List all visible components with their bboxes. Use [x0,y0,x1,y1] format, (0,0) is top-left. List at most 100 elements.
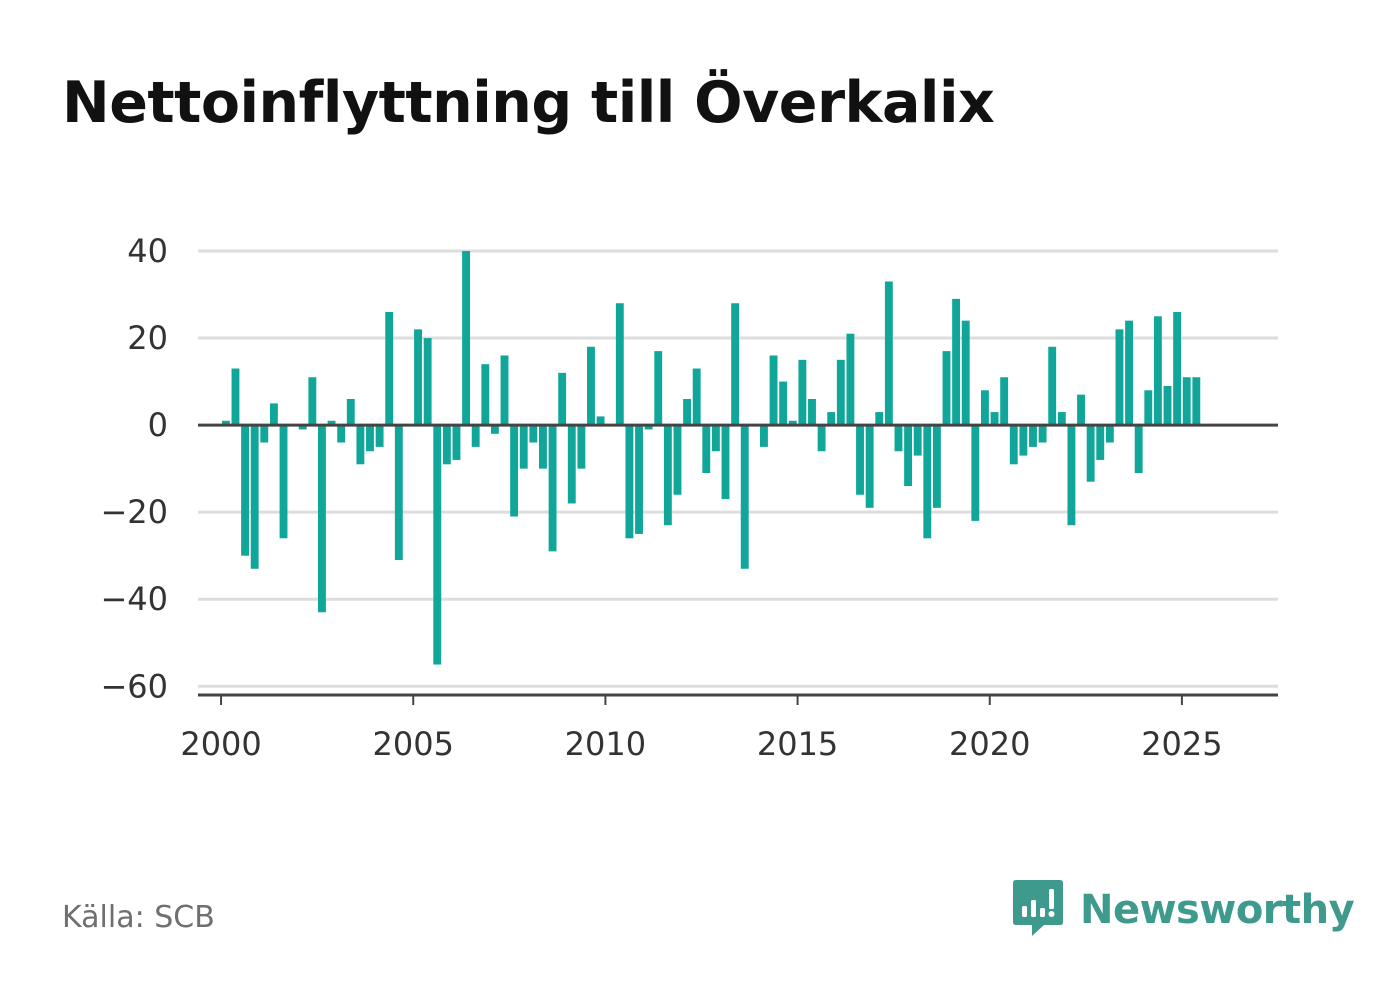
bar [298,425,307,430]
bar [654,351,663,426]
brand-name: Newsworthy [1080,887,1355,933]
bar [558,372,567,426]
bar [711,425,720,452]
bar [1067,425,1076,526]
bar [356,425,365,465]
bar [519,425,528,469]
bar [817,425,826,452]
chart-title: Nettoinflyttning till Överkalix [62,70,995,136]
bar [740,425,749,569]
bar [1000,377,1009,426]
bar [250,425,259,569]
newsworthy-logo-icon [1010,878,1066,942]
bar [923,425,932,539]
bar [615,303,624,426]
bar [385,311,394,426]
bar [1144,390,1153,426]
bar [1125,320,1134,426]
bar [1038,425,1047,443]
bar [452,425,461,460]
bar [1029,425,1037,447]
bar [529,425,538,443]
bar [1115,329,1124,426]
bar [308,377,317,426]
bar [1182,377,1191,426]
bar [481,364,490,426]
bar [798,359,807,426]
bar [433,425,442,665]
bar [1173,311,1182,426]
bar [932,425,941,508]
bar [414,329,422,426]
bar [644,425,653,430]
bar [692,368,701,426]
bar [231,368,240,426]
bar [663,425,672,526]
bar [971,425,980,521]
bar [548,425,557,552]
bar [318,425,326,613]
bar [500,355,509,426]
x-tick-label: 2025 [1141,725,1222,763]
bar [702,425,711,473]
bar [865,425,874,508]
bar [952,298,961,426]
bar [587,346,595,426]
x-tick-label: 2010 [565,725,646,763]
bar [490,425,499,434]
bar [394,425,403,561]
bar [1009,425,1018,465]
y-tick-label: −40 [100,580,168,618]
bar [1163,385,1172,426]
bar [846,333,855,426]
brand[interactable]: Newsworthy [1010,878,1355,942]
bar [1134,425,1143,473]
bar [961,320,970,426]
y-tick-label: 40 [127,232,168,270]
bar [1086,425,1095,482]
bar [625,425,634,539]
bar [721,425,730,500]
bar [1096,425,1105,460]
x-tick-label: 2005 [373,725,454,763]
bar [260,425,269,443]
y-tick-label: 20 [127,319,168,357]
bar [1057,412,1066,426]
bar [1192,377,1201,426]
x-tick-label: 2015 [757,725,838,763]
bar [731,303,740,426]
y-tick-label: −20 [100,493,168,531]
bar [683,399,692,426]
bar [1048,346,1057,426]
bar [510,425,519,517]
bar [596,416,605,426]
bar [673,425,682,495]
bar [1105,425,1114,443]
bar [327,420,336,426]
bar [913,425,922,456]
y-tick-label: −60 [100,667,168,705]
x-tick-label: 2020 [949,725,1030,763]
y-tick-label: 0 [148,406,168,444]
bar [884,281,893,426]
bar [875,412,884,426]
bar [423,338,432,426]
bar [366,425,374,452]
bar [827,412,836,426]
bar [856,425,864,495]
bar [462,251,471,426]
bar [904,425,913,487]
bar [894,425,903,452]
bar [836,359,845,426]
x-tick-label: 2000 [180,725,261,763]
bar [981,390,989,426]
bar [1019,425,1028,456]
bar [337,425,346,443]
bar [375,425,384,447]
bar [635,425,643,534]
bar [779,381,788,426]
bar [539,425,547,469]
bar [279,425,288,539]
bar [942,351,951,426]
